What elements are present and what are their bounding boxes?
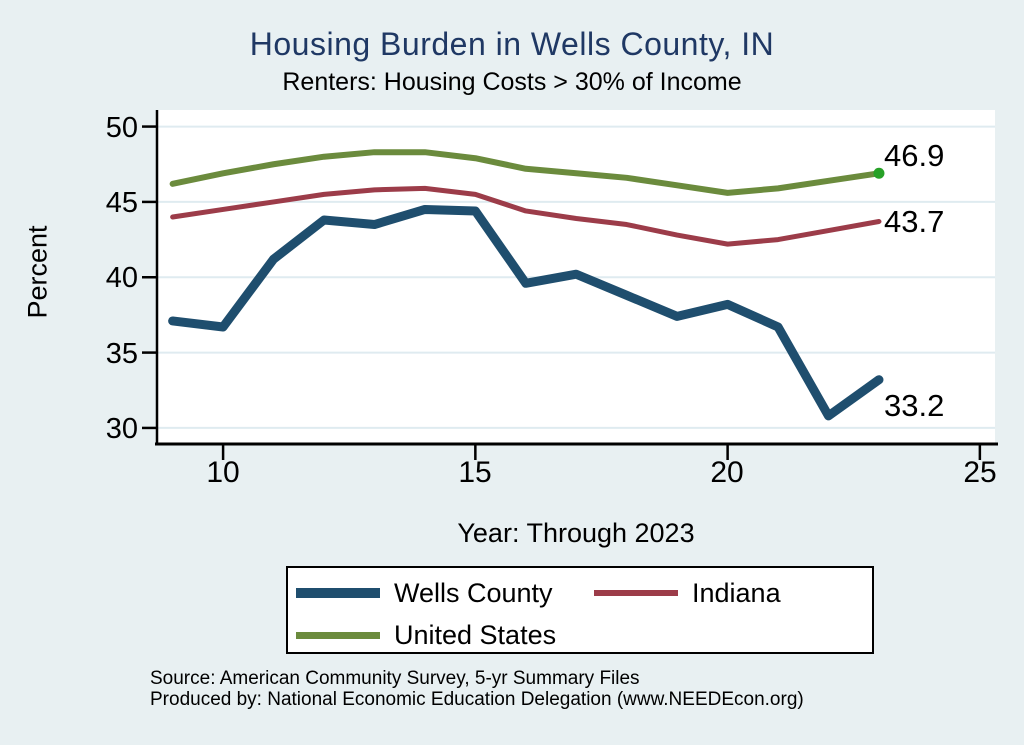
footer: Source: American Community Survey, 5-yr …: [150, 668, 804, 710]
wells-county-line-swatch: [296, 588, 380, 598]
x-tick-label-15: 15: [458, 456, 492, 489]
y-tick-label-45: 45: [105, 187, 138, 219]
footer-source: Source: American Community Survey, 5-yr …: [150, 668, 640, 689]
footer-produced-by: Produced by: National Economic Education…: [150, 689, 804, 710]
y-axis-label: Percent: [22, 225, 53, 319]
x-tick-label-20: 20: [710, 456, 744, 489]
y-tick-label-30: 30: [105, 413, 138, 445]
legend-entry-united-states: United States: [296, 618, 556, 652]
end-label-united-states: 46.9: [884, 138, 945, 173]
indiana-line-swatch: [594, 590, 678, 596]
x-tick-label-10: 10: [206, 456, 240, 489]
united-states-line-swatch: [296, 631, 380, 639]
x-tick-label-25: 25: [963, 456, 997, 489]
y-tick-label-50: 50: [105, 112, 138, 144]
chart-title: Housing Burden in Wells County, IN: [249, 26, 775, 62]
legend-label-wells-county: Wells County: [394, 577, 553, 608]
x-axis-label: Year: Through 2023: [457, 518, 695, 548]
y-tick-label-35: 35: [105, 338, 138, 370]
legend: Wells County Indiana United States: [286, 566, 874, 654]
end-label-indiana: 43.7: [884, 204, 945, 239]
legend-entry-indiana: Indiana: [594, 576, 781, 610]
chart-subtitle: Renters: Housing Costs > 30% of Income: [282, 68, 742, 96]
y-tick-label-40: 40: [105, 262, 138, 294]
legend-entry-wells-county: Wells County: [296, 576, 553, 610]
end-label-wells-county: 33.2: [884, 388, 945, 423]
legend-label-indiana: Indiana: [692, 577, 781, 608]
legend-label-united-states: United States: [394, 619, 557, 650]
